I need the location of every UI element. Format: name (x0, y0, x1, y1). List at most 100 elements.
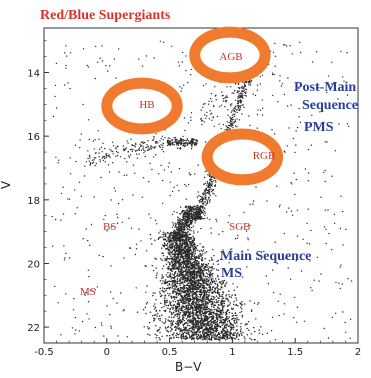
star-point (289, 278, 292, 280)
star-point (191, 294, 194, 297)
star-point (154, 239, 156, 242)
star-point (204, 327, 207, 330)
star-point (249, 84, 251, 86)
star-point (150, 145, 152, 147)
star-point (186, 209, 188, 211)
star-point (170, 301, 172, 304)
star-point (170, 244, 173, 246)
star-point (188, 267, 190, 269)
star-point (176, 234, 178, 236)
star-point (200, 313, 203, 315)
star-point (295, 130, 297, 132)
star-point (183, 235, 185, 237)
star-point (186, 258, 189, 260)
star-point (229, 128, 231, 130)
star-point (185, 326, 188, 329)
star-point (206, 296, 209, 299)
star-point (248, 80, 251, 83)
star-point (234, 332, 236, 334)
star-point (60, 192, 63, 195)
star-point (160, 258, 162, 260)
star-point (215, 329, 218, 331)
star-point (212, 181, 214, 183)
star-point (242, 88, 244, 90)
star-point (215, 295, 218, 297)
star-point (190, 304, 192, 307)
star-point (209, 266, 212, 269)
star-point (296, 126, 299, 129)
star-point (183, 216, 185, 218)
star-point (186, 241, 188, 244)
star-point (179, 233, 181, 236)
star-point (105, 156, 107, 159)
star-point (173, 282, 175, 284)
star-point (230, 328, 232, 331)
star-point (233, 113, 235, 115)
star-point (224, 319, 227, 321)
star-point (250, 310, 253, 312)
star-point (193, 299, 196, 301)
star-point (239, 106, 242, 109)
star-point (115, 147, 117, 149)
star-point (182, 262, 184, 264)
star-point (240, 322, 242, 325)
star-point (213, 105, 215, 108)
star-point (183, 287, 186, 289)
star-point (167, 268, 170, 271)
star-point (183, 224, 186, 226)
star-point (205, 331, 208, 334)
star-point (184, 222, 187, 224)
star-point (159, 292, 161, 295)
star-point (179, 268, 182, 271)
star-point (238, 335, 241, 337)
star-point (200, 294, 202, 297)
star-point (177, 237, 179, 239)
star-point (183, 139, 185, 142)
star-point (168, 263, 171, 266)
star-point (202, 207, 204, 209)
star-point (209, 285, 212, 288)
star-point (192, 207, 195, 210)
star-point (306, 222, 308, 225)
star-point (187, 228, 189, 230)
star-point (203, 334, 205, 336)
star-point (155, 336, 158, 339)
star-point (193, 270, 196, 273)
star-point (170, 323, 172, 325)
star-point (181, 209, 184, 212)
star-point (194, 318, 197, 321)
star-point (205, 314, 207, 317)
star-point (147, 333, 149, 336)
star-point (211, 259, 214, 261)
star-point (186, 301, 188, 304)
star-point (184, 314, 186, 316)
star-point (198, 300, 200, 303)
star-point (192, 327, 194, 329)
star-point (187, 304, 189, 306)
star-point (235, 304, 237, 306)
star-point (173, 274, 175, 276)
star-point (159, 279, 162, 282)
star-point (190, 68, 192, 71)
star-point (178, 244, 180, 246)
star-point (153, 314, 156, 316)
star-point (313, 279, 315, 281)
star-point (181, 244, 184, 247)
star-point (180, 299, 182, 302)
star-point (161, 236, 163, 238)
star-point (180, 309, 183, 312)
star-point (169, 307, 172, 310)
star-point (127, 142, 129, 144)
star-point (165, 259, 168, 261)
star-point (204, 217, 206, 220)
star-point (171, 226, 174, 228)
star-point (176, 282, 179, 285)
star-point (221, 324, 223, 326)
star-point (197, 287, 199, 289)
star-point (176, 232, 179, 235)
star-point (224, 100, 227, 102)
star-point (78, 330, 81, 332)
star-point (55, 156, 57, 158)
star-point (191, 323, 193, 325)
star-point (167, 251, 169, 254)
